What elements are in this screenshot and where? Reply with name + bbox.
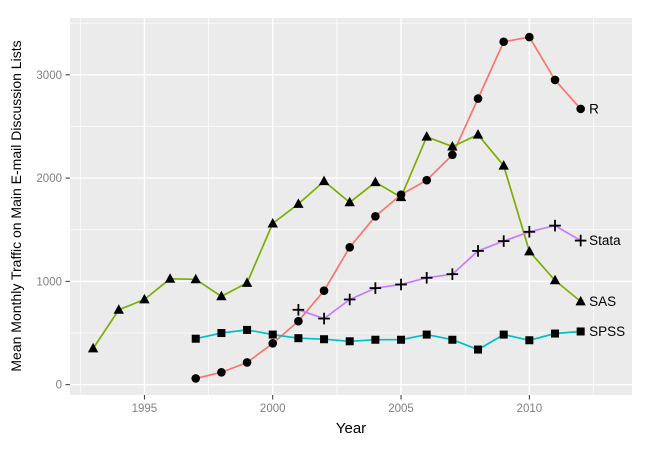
marker-circle-r — [371, 212, 380, 221]
marker-square-spss — [294, 334, 303, 343]
series-label-sas: SAS — [589, 294, 616, 309]
marker-triangle-sas — [447, 140, 458, 151]
marker-triangle-sas — [164, 273, 176, 283]
marker-circle-r — [576, 104, 585, 114]
x-tick-label: 2010 — [517, 403, 543, 415]
marker-square-spss — [422, 330, 431, 339]
marker-triangle-sas — [575, 295, 586, 306]
marker-square-spss — [474, 345, 483, 354]
marker-triangle-sas — [139, 293, 150, 304]
x-axis-title: Year — [335, 420, 367, 437]
marker-circle-r — [217, 367, 226, 377]
marker-circle-r — [294, 316, 303, 326]
panel-background — [70, 18, 632, 395]
series-line-spss — [194, 329, 582, 351]
marker-circle-r — [242, 358, 252, 367]
y-tick-label: 3000 — [36, 70, 62, 82]
series-line-stata — [297, 224, 582, 320]
marker-triangle-sas — [318, 175, 330, 186]
y-axis-title: Mean Monthly Traffic on Main E-mail Disc… — [8, 40, 24, 372]
marker-circle-r — [473, 94, 483, 103]
x-tick-label: 1995 — [132, 403, 158, 415]
marker-square-spss — [268, 330, 277, 339]
marker-triangle-sas — [370, 176, 381, 187]
marker-triangle-sas — [498, 160, 509, 170]
marker-circle-r — [422, 175, 432, 185]
marker-triangle-sas — [395, 191, 407, 202]
marker-triangle-sas — [267, 217, 278, 228]
y-tick-label: 2000 — [36, 173, 62, 185]
series-line-sas — [92, 133, 582, 350]
marker-circle-r — [345, 242, 355, 252]
marker-square-spss — [217, 329, 226, 338]
marker-square-spss — [191, 334, 200, 343]
series-label-r: R — [589, 101, 599, 116]
marker-square-spss — [320, 335, 329, 344]
marker-triangle-sas — [472, 129, 484, 139]
marker-circle-r — [268, 339, 278, 348]
marker-square-spss — [499, 330, 508, 339]
marker-circle-r — [191, 374, 201, 383]
marker-square-spss — [243, 325, 252, 334]
marker-square-spss — [448, 335, 457, 344]
marker-triangle-sas — [113, 304, 124, 314]
marker-circle-r — [448, 150, 457, 160]
marker-circle-r — [525, 32, 534, 42]
series-label-spss: SPSS — [589, 324, 625, 339]
marker-square-spss — [525, 336, 534, 345]
marker-square-spss — [371, 335, 380, 344]
marker-square-spss — [345, 337, 354, 346]
series-line-r — [194, 36, 582, 380]
marker-circle-r — [550, 75, 560, 85]
marker-triangle-sas — [421, 131, 432, 141]
marker-triangle-sas — [190, 273, 201, 284]
marker-triangle-sas — [344, 196, 355, 207]
x-tick-label: 2005 — [388, 403, 414, 415]
marker-circle-r — [499, 37, 508, 47]
marker-circle-r — [319, 286, 329, 295]
marker-triangle-sas — [216, 290, 227, 301]
marker-square-spss — [397, 335, 406, 344]
y-tick-label: 0 — [56, 380, 62, 392]
marker-square-spss — [551, 329, 560, 338]
marker-square-spss — [576, 327, 585, 336]
marker-triangle-sas — [241, 277, 253, 287]
series-label-stata: Stata — [589, 233, 621, 248]
y-tick-label: 1000 — [36, 276, 62, 288]
x-tick-label: 2000 — [260, 403, 286, 415]
marker-triangle-sas — [293, 198, 304, 208]
marker-triangle-sas — [87, 342, 99, 353]
marker-triangle-sas — [524, 245, 535, 256]
marker-triangle-sas — [549, 274, 561, 285]
